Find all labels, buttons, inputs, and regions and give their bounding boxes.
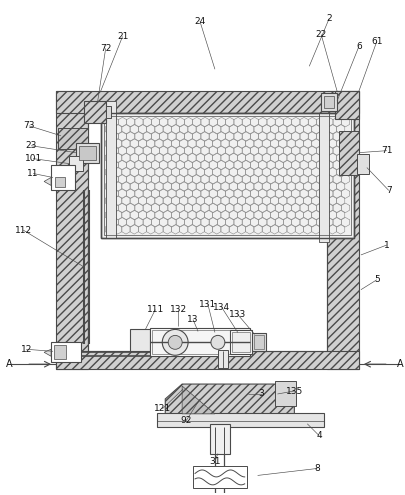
Text: 5: 5	[374, 275, 379, 284]
Circle shape	[168, 336, 182, 349]
Text: 2: 2	[326, 14, 332, 23]
Text: A: A	[397, 359, 404, 369]
Text: 134: 134	[213, 303, 230, 312]
Bar	[254, 336, 264, 349]
Text: A: A	[6, 359, 13, 369]
Bar	[54, 346, 66, 359]
Text: 21: 21	[117, 32, 128, 41]
Text: 73: 73	[23, 121, 35, 130]
Text: 71: 71	[381, 146, 392, 155]
Text: 121: 121	[154, 404, 171, 413]
Bar	[104, 116, 351, 235]
Bar	[335, 91, 359, 119]
Text: 111: 111	[147, 305, 164, 314]
Bar	[150, 329, 249, 356]
Bar	[51, 164, 75, 191]
Text: 3: 3	[259, 390, 264, 398]
Text: 61: 61	[371, 37, 383, 46]
Bar	[101, 113, 354, 238]
Bar	[193, 466, 247, 489]
Bar	[56, 91, 88, 369]
Bar	[152, 331, 248, 354]
Polygon shape	[44, 178, 51, 186]
Text: 133: 133	[229, 310, 246, 319]
Bar	[324, 96, 334, 108]
Text: 92: 92	[180, 416, 192, 425]
Circle shape	[162, 330, 188, 355]
Bar	[106, 101, 115, 238]
Bar	[210, 424, 230, 453]
Bar	[106, 106, 111, 118]
Bar	[130, 330, 150, 351]
Text: 4: 4	[316, 431, 322, 440]
Bar	[56, 351, 359, 369]
Text: 101: 101	[25, 154, 42, 163]
Text: 8: 8	[314, 464, 320, 473]
Polygon shape	[44, 349, 51, 356]
Bar	[327, 91, 359, 369]
Text: 24: 24	[194, 17, 206, 26]
Text: 22: 22	[315, 30, 327, 39]
Bar	[275, 381, 296, 406]
Bar	[69, 155, 83, 171]
Bar	[84, 101, 106, 123]
Bar	[230, 331, 252, 354]
Text: 23: 23	[26, 141, 37, 150]
Text: 7: 7	[386, 186, 392, 195]
Text: 72: 72	[100, 44, 111, 53]
Text: 31: 31	[209, 457, 221, 466]
Text: 112: 112	[15, 226, 32, 235]
Text: 135: 135	[286, 387, 303, 396]
Bar	[79, 146, 96, 159]
Bar	[55, 178, 65, 188]
Polygon shape	[182, 386, 215, 414]
Text: 12: 12	[21, 345, 32, 354]
Bar	[319, 113, 329, 242]
Bar	[76, 143, 99, 162]
Bar	[58, 128, 88, 148]
Bar	[51, 343, 81, 362]
Bar	[339, 131, 359, 176]
Bar	[56, 91, 359, 113]
Bar	[101, 113, 354, 238]
Bar	[157, 413, 324, 427]
Circle shape	[211, 336, 225, 349]
Bar	[252, 334, 266, 351]
Text: 131: 131	[199, 300, 217, 309]
Bar	[232, 333, 249, 352]
Bar	[357, 153, 369, 174]
Text: 1: 1	[384, 241, 390, 249]
Text: 132: 132	[170, 305, 187, 314]
Polygon shape	[165, 384, 294, 414]
Bar	[218, 350, 228, 368]
Text: 13: 13	[188, 315, 199, 324]
Text: 6: 6	[356, 42, 362, 51]
Bar	[321, 93, 337, 111]
Text: 11: 11	[28, 169, 39, 178]
